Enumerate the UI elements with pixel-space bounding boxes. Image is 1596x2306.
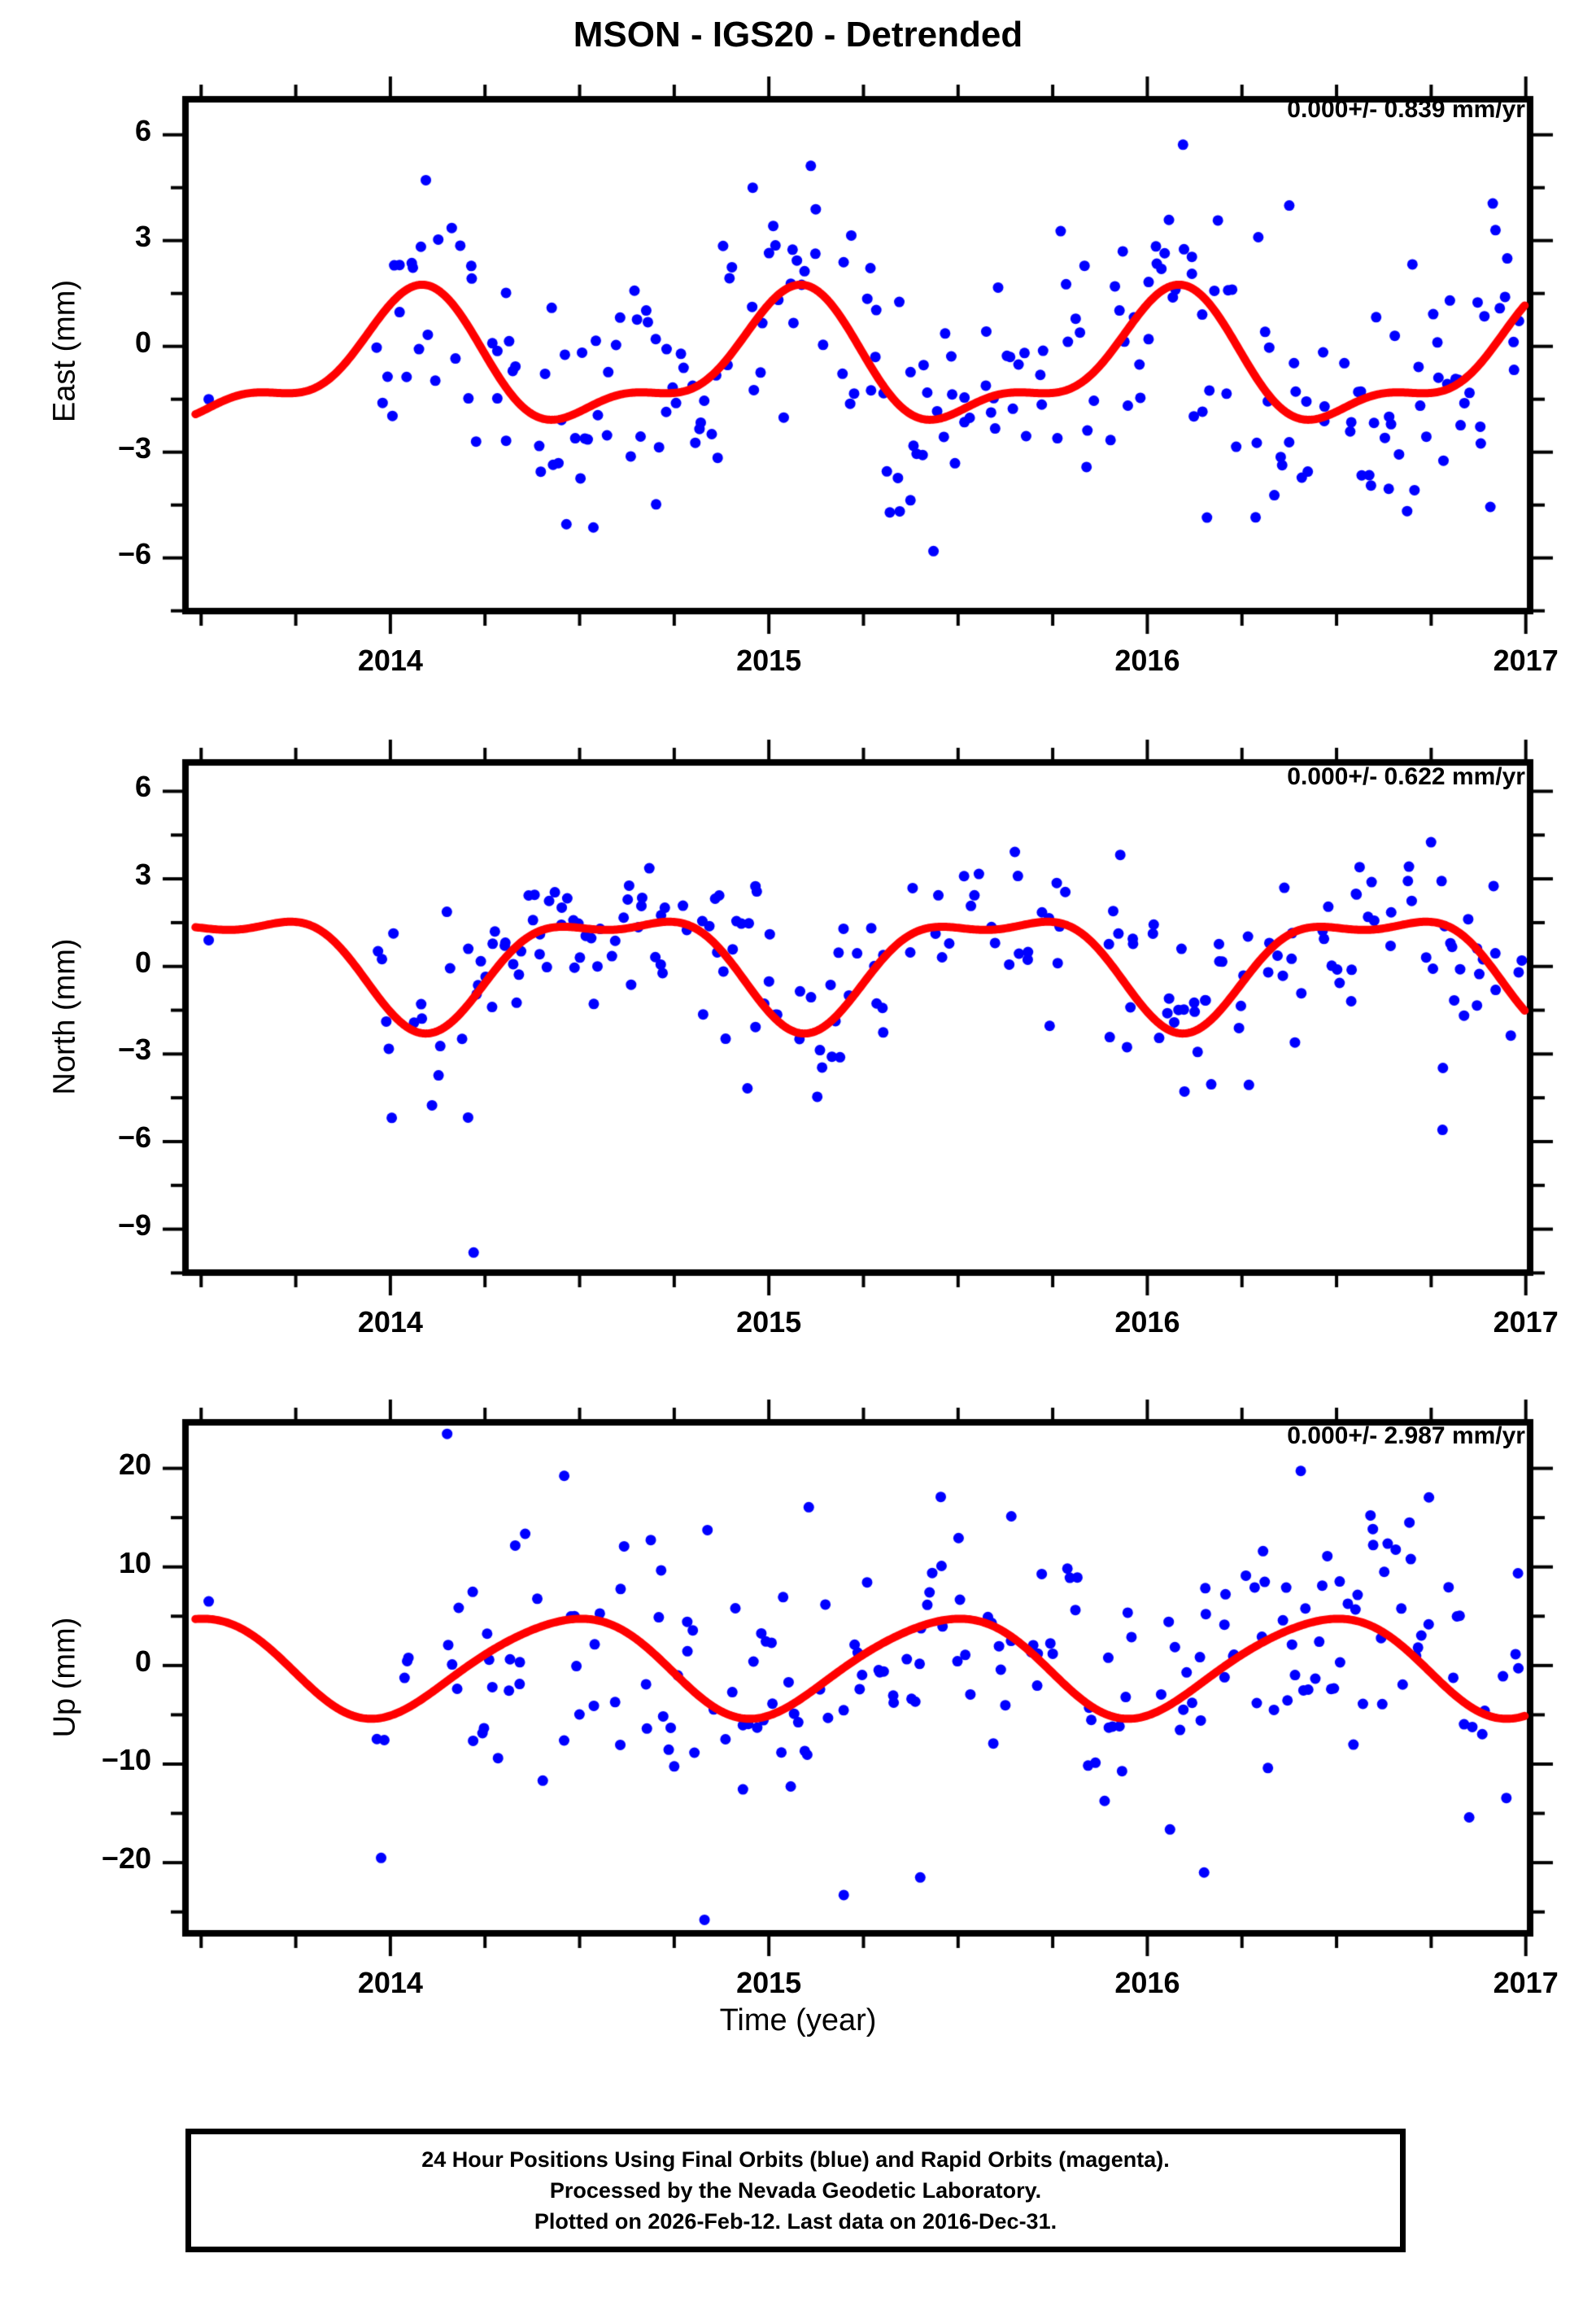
x-tick-label: 2015 — [736, 644, 802, 677]
x-tick-label: 2016 — [1114, 1966, 1180, 1999]
rate-annotation-east: 0.000+/- 0.839 mm/yr — [1287, 96, 1525, 123]
x-tick-label: 2015 — [736, 1966, 802, 1999]
x-tick-label: 2017 — [1493, 1966, 1559, 1999]
rate-annotation-up: 0.000+/- 2.987 mm/yr — [1287, 1422, 1525, 1449]
y-tick-label: −9 — [117, 1208, 151, 1242]
x-tick-label: 2015 — [736, 1305, 802, 1339]
y-tick-label: 20 — [118, 1447, 151, 1481]
footer-caption-box: 24 Hour Positions Using Final Orbits (bl… — [185, 2129, 1406, 2252]
rate-annotation-north: 0.000+/- 0.622 mm/yr — [1287, 763, 1525, 790]
y-tick-label: 6 — [134, 770, 151, 804]
y-tick-label: 6 — [134, 113, 151, 147]
x-tick-label: 2016 — [1114, 1305, 1180, 1339]
footer-line-processor: Processed by the Nevada Geodetic Laborat… — [549, 2177, 1042, 2203]
y-tick-label: 3 — [134, 858, 151, 892]
y-tick-label: −6 — [117, 1120, 151, 1154]
x-tick-label: 2014 — [357, 1966, 423, 1999]
y-tick-label: 10 — [118, 1545, 151, 1579]
y-tick-label: 0 — [134, 945, 151, 979]
footer-line-dates: Plotted on 2026-Feb-12. Last data on 201… — [534, 2209, 1057, 2234]
x-axis-label: Time (year) — [719, 2003, 877, 2037]
y-tick-label: 3 — [134, 219, 151, 253]
y-tick-label: 0 — [134, 1644, 151, 1678]
x-tick-label: 2017 — [1493, 644, 1559, 677]
y-tick-label: −20 — [101, 1841, 151, 1876]
y-tick-label: −3 — [117, 430, 151, 465]
footer-line-orbits: 24 Hour Positions Using Final Orbits (bl… — [421, 2147, 1170, 2172]
page-title: MSON - IGS20 - Detrended — [573, 15, 1023, 55]
y-tick-label: −10 — [101, 1743, 151, 1776]
x-tick-label: 2014 — [357, 1305, 423, 1339]
x-tick-label: 2016 — [1114, 644, 1180, 677]
x-tick-label: 2014 — [357, 644, 423, 677]
y-tick-label: −6 — [117, 536, 151, 570]
x-tick-label: 2017 — [1493, 1305, 1559, 1339]
y-tick-label: −3 — [117, 1033, 151, 1067]
y-tick-label: 0 — [134, 325, 151, 359]
